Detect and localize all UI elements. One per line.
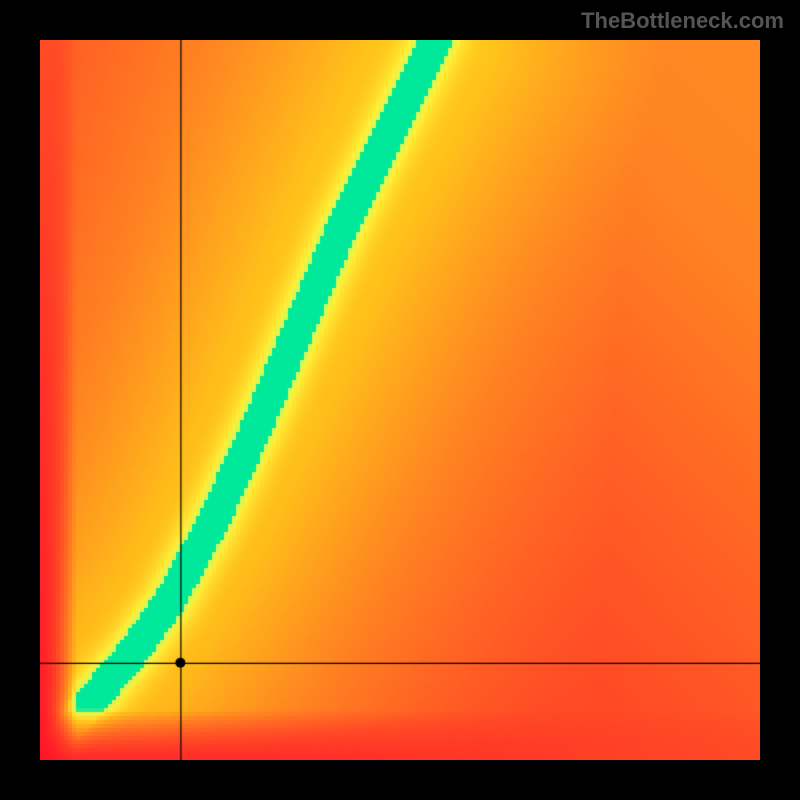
watermark-text: TheBottleneck.com [581,8,784,34]
chart-container: TheBottleneck.com [0,0,800,800]
heatmap-canvas [40,40,760,760]
plot-area [40,40,760,760]
